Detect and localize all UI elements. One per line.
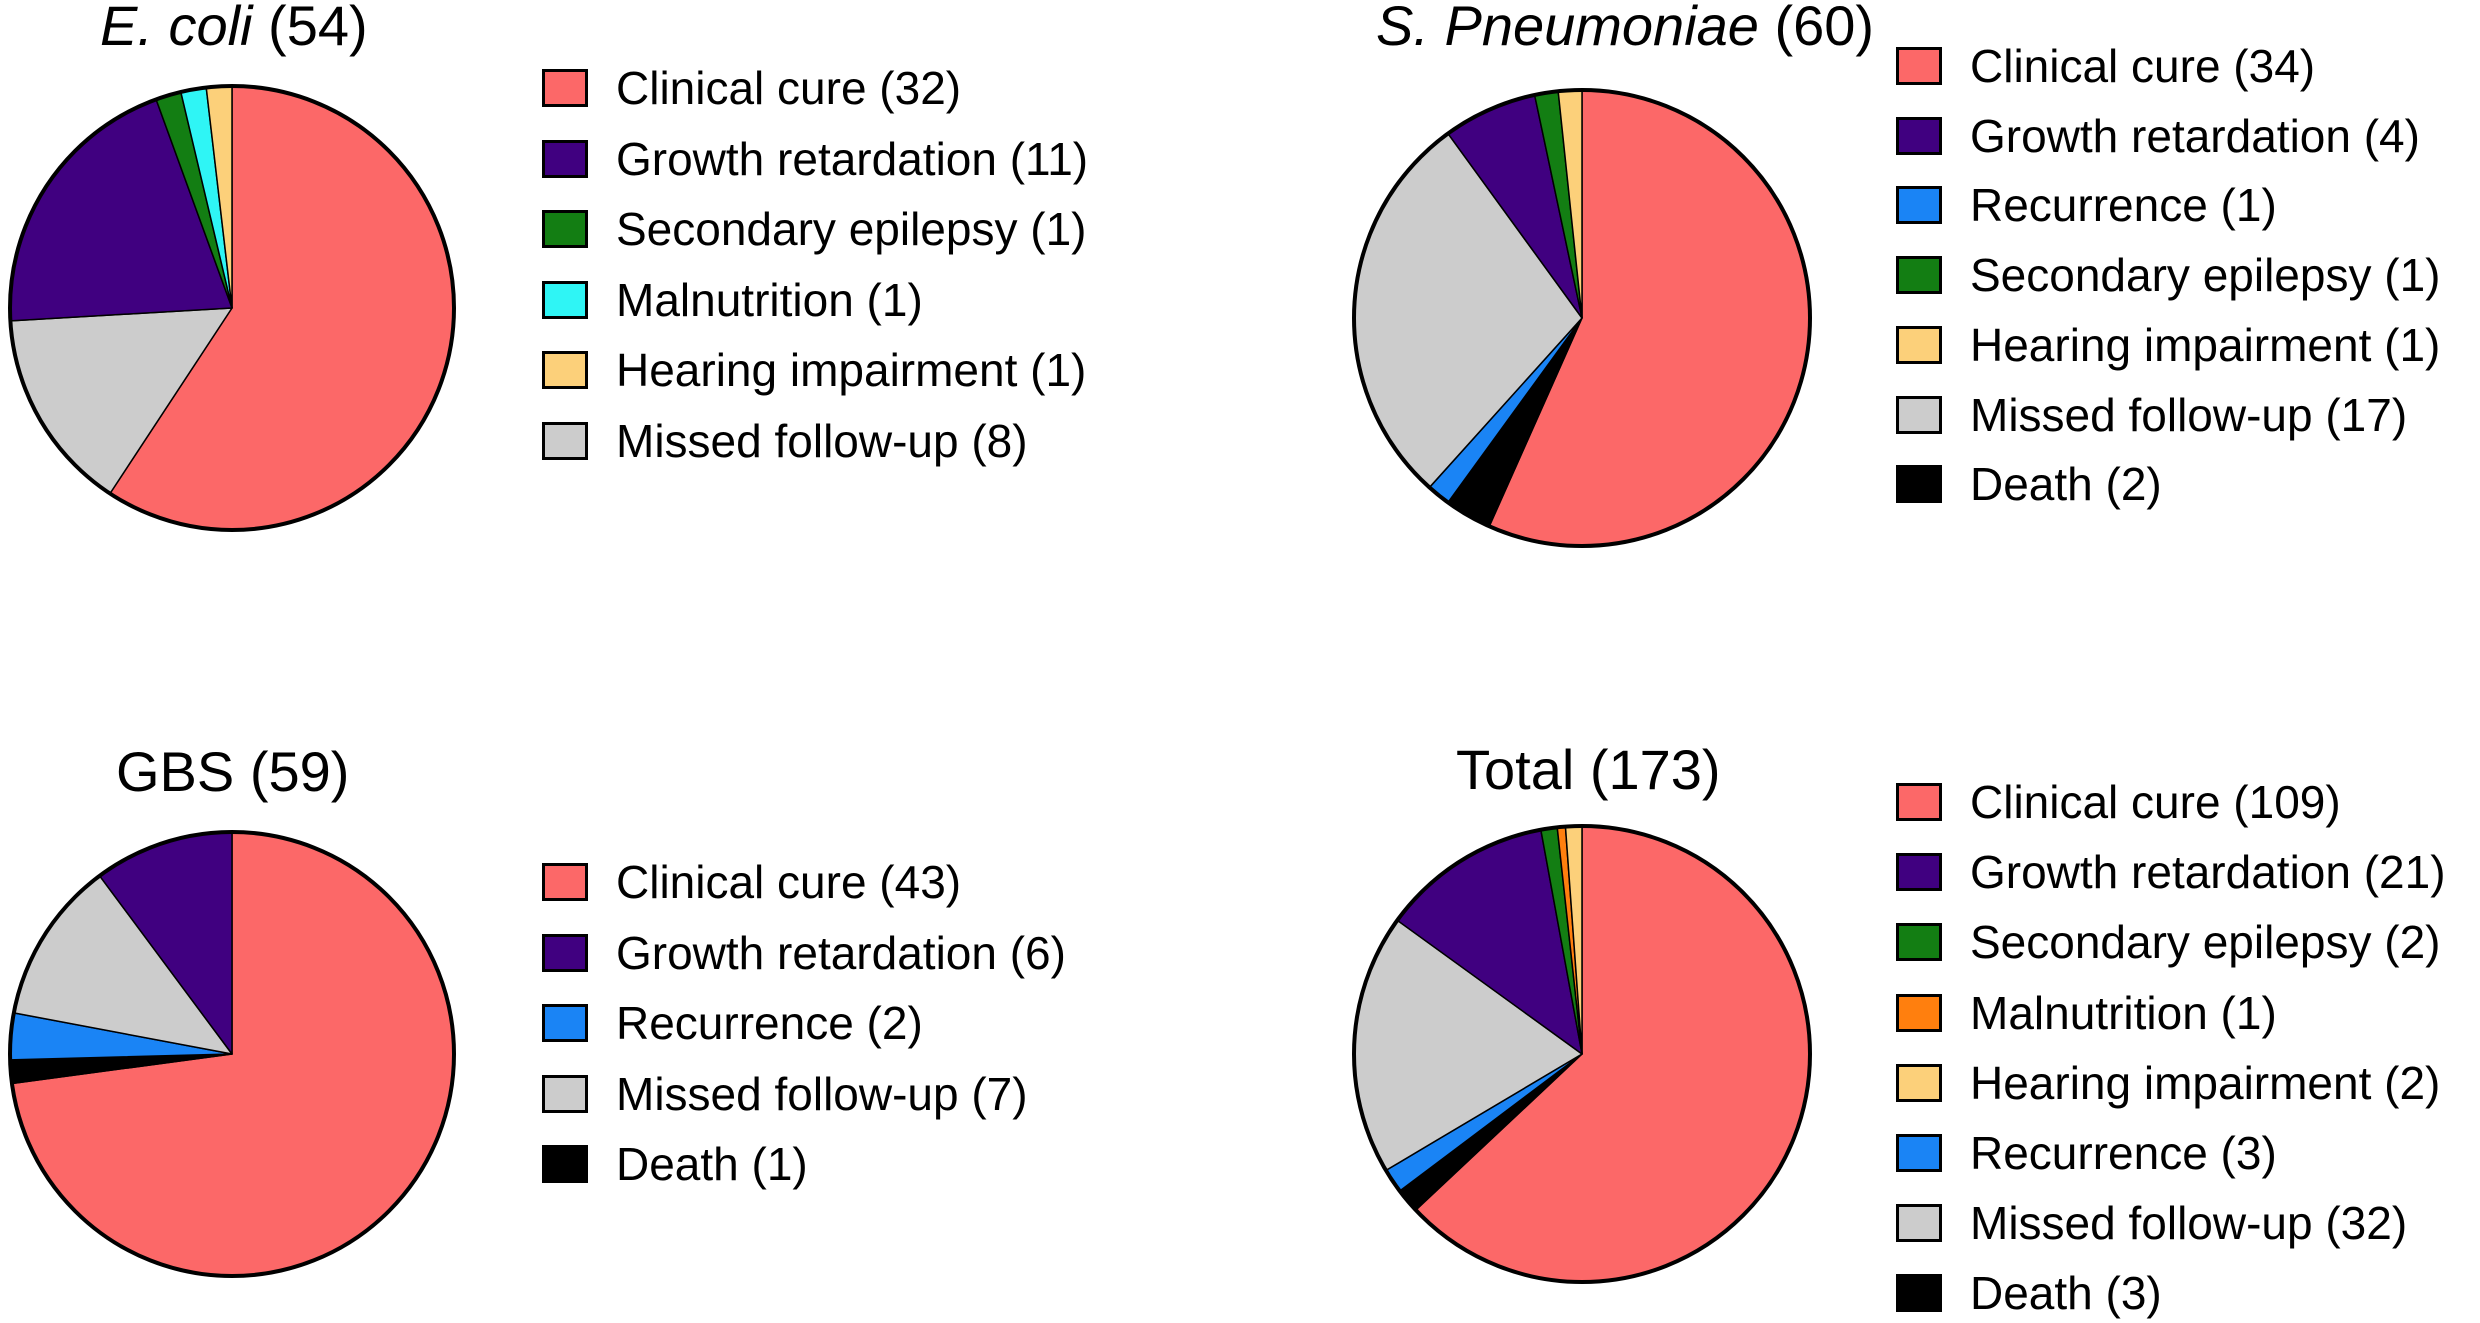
legend-item-secondary-epilepsy: Secondary epilepsy (1): [542, 199, 1086, 259]
legend-swatch: [1896, 853, 1942, 892]
legend-label: Missed follow-up (17): [1970, 388, 2408, 441]
legend-item-recurrence: Recurrence (1): [1896, 175, 2277, 235]
legend-label: Secondary epilepsy (1): [1970, 249, 2441, 302]
legend-swatch: [1896, 1063, 1942, 1102]
legend-swatch: [542, 69, 588, 107]
legend-swatch: [1896, 1274, 1942, 1313]
legend-label: Growth retardation (21): [1970, 846, 2446, 899]
legend-item-missed-follow-up: Missed follow-up (8): [542, 411, 1028, 471]
legend-item-clinical-cure: Clinical cure (34): [1896, 36, 2315, 96]
legend-label: Growth retardation (4): [1970, 109, 2420, 162]
legend-label: Death (3): [1970, 1267, 2162, 1320]
legend-swatch: [1896, 923, 1942, 962]
legend-item-hearing-impairment: Hearing impairment (2): [1896, 1053, 2440, 1113]
legend-item-recurrence: Recurrence (2): [542, 993, 923, 1053]
legend-swatch: [542, 280, 588, 319]
legend-item-growth-retardation: Growth retardation (21): [1896, 842, 2446, 902]
legend-label: Recurrence (2): [616, 997, 923, 1049]
pie-outline: [8, 84, 456, 532]
legend-item-secondary-epilepsy: Secondary epilepsy (1): [1896, 245, 2440, 305]
legend-item-clinical-cure: Clinical cure (109): [1896, 772, 2341, 832]
legend-label: Missed follow-up (8): [616, 415, 1028, 467]
legend-item-clinical-cure: Clinical cure (32): [542, 58, 961, 118]
legend-item-growth-retardation: Growth retardation (4): [1896, 106, 2420, 166]
legend-label: Hearing impairment (2): [1970, 1056, 2441, 1109]
chart-title-ecoli: E. coli (54): [100, 0, 368, 54]
pie-outline: [8, 830, 456, 1278]
legend-swatch: [542, 422, 588, 460]
legend-label: Growth retardation (11): [616, 132, 1089, 185]
legend-swatch: [542, 139, 588, 178]
legend-swatch: [1896, 47, 1942, 85]
legend-swatch: [542, 210, 588, 249]
legend-label: Missed follow-up (32): [1970, 1197, 2408, 1250]
legend-item-missed-follow-up: Missed follow-up (17): [1896, 385, 2407, 445]
chart-title-ecoli-species: E. coli: [100, 0, 253, 57]
chart-title-spneumoniae: S. Pneumoniae (60): [1376, 0, 1874, 54]
legend-item-clinical-cure: Clinical cure (43): [542, 852, 961, 912]
legend-swatch: [542, 351, 588, 390]
legend-item-missed-follow-up: Missed follow-up (32): [1896, 1193, 2407, 1253]
chart-title-gbs: GBS (59): [116, 744, 349, 800]
legend-item-growth-retardation: Growth retardation (6): [542, 923, 1066, 983]
legend-label: Secondary epilepsy (1): [616, 203, 1087, 256]
legend-swatch: [1896, 465, 1942, 504]
legend-swatch: [542, 1004, 588, 1042]
legend-label: Clinical cure (43): [616, 856, 962, 908]
legend-swatch: [1896, 186, 1942, 225]
legend-swatch: [542, 933, 588, 972]
pie-outline: [1352, 88, 1812, 548]
legend-item-hearing-impairment: Hearing impairment (1): [1896, 315, 2440, 375]
pie-chart-spneumoniae: [1352, 88, 1812, 548]
legend-swatch: [1896, 1134, 1942, 1172]
legend-swatch: [542, 1145, 588, 1183]
legend-swatch: [1896, 993, 1942, 1032]
legend-item-death: Death (2): [1896, 454, 2162, 514]
chart-title-total: Total (173): [1456, 742, 1721, 798]
legend-label: Death (2): [1970, 458, 2162, 511]
legend-label: Death (1): [616, 1138, 808, 1190]
chart-title-ecoli-count: (54): [252, 0, 368, 57]
legend-swatch: [1896, 1204, 1942, 1243]
legend-label: Recurrence (3): [1970, 1127, 2277, 1179]
pie-chart-total: [1352, 824, 1812, 1284]
legend-label: Clinical cure (32): [616, 62, 962, 114]
legend-swatch: [1896, 256, 1942, 295]
legend-swatch: [542, 863, 588, 901]
legend-item-secondary-epilepsy: Secondary epilepsy (2): [1896, 912, 2440, 972]
legend-swatch: [1896, 395, 1942, 434]
legend-label: Hearing impairment (1): [1970, 318, 2441, 371]
chart-title-total-count: Total (173): [1456, 738, 1721, 801]
legend-label: Clinical cure (109): [1970, 776, 2341, 828]
legend-label: Clinical cure (34): [1970, 40, 2316, 92]
legend-label: Secondary epilepsy (2): [1970, 916, 2441, 969]
pie-outline: [1352, 824, 1812, 1284]
pie-chart-ecoli: [8, 84, 456, 532]
legend-label: Recurrence (1): [1970, 179, 2277, 232]
legend-label: Growth retardation (6): [616, 926, 1066, 979]
chart-title-spneumoniae-species: S. Pneumoniae: [1376, 0, 1759, 57]
legend-label: Hearing impairment (1): [616, 344, 1087, 397]
chart-title-gbs-count: GBS (59): [116, 740, 350, 803]
legend-label: Malnutrition (1): [616, 273, 923, 326]
legend-item-missed-follow-up: Missed follow-up (7): [542, 1064, 1028, 1124]
legend-item-death: Death (1): [542, 1134, 808, 1194]
pie-chart-gbs: [8, 830, 456, 1278]
legend-item-growth-retardation: Growth retardation (11): [542, 129, 1088, 189]
legend-label: Malnutrition (1): [1970, 986, 2277, 1039]
legend-swatch: [542, 1074, 588, 1113]
legend-item-malnutrition: Malnutrition (1): [1896, 983, 2277, 1043]
legend-item-hearing-impairment: Hearing impairment (1): [542, 340, 1086, 400]
legend-swatch: [1896, 116, 1942, 155]
legend-swatch: [1896, 325, 1942, 364]
chart-title-spneumoniae-count: (60): [1758, 0, 1875, 57]
legend-item-death: Death (3): [1896, 1263, 2162, 1323]
legend-item-recurrence: Recurrence (3): [1896, 1123, 2277, 1183]
legend-swatch: [1896, 783, 1942, 821]
legend-item-malnutrition: Malnutrition (1): [542, 270, 923, 330]
legend-label: Missed follow-up (7): [616, 1067, 1028, 1120]
